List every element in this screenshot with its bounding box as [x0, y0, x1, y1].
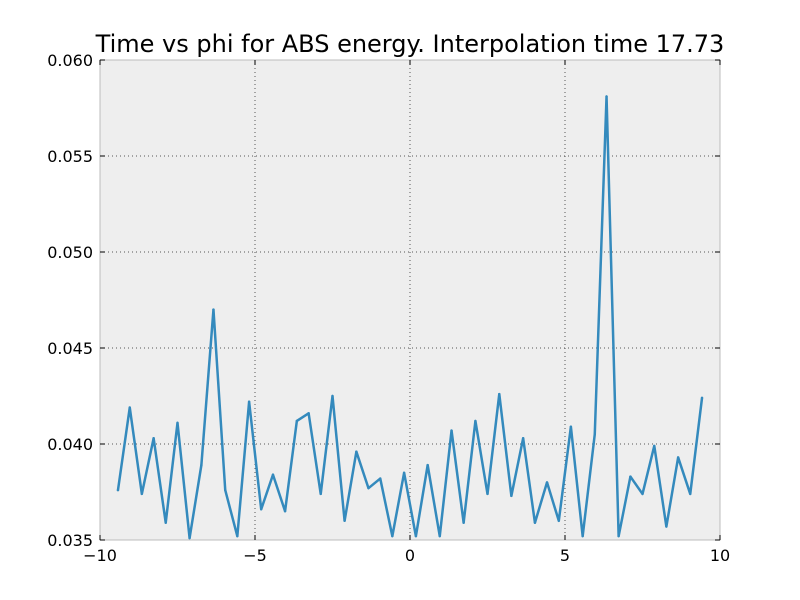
data-point — [462, 521, 465, 524]
data-point — [521, 437, 525, 440]
x-axis-tick-labels: −10 −5 0 5 10 — [83, 546, 730, 565]
data-point — [116, 488, 120, 492]
data-point — [391, 534, 394, 538]
data-point — [331, 394, 334, 398]
data-point — [260, 508, 263, 511]
y-tick-label: 0.045 — [47, 339, 93, 358]
data-point — [212, 308, 215, 311]
data-point — [152, 437, 155, 440]
data-point — [510, 494, 513, 498]
y-tick-label: 0.035 — [47, 531, 93, 550]
data-point — [164, 521, 167, 524]
data-point — [665, 525, 668, 528]
data-point — [379, 477, 382, 480]
data-point — [140, 492, 144, 496]
y-tick-label: 0.060 — [47, 51, 93, 70]
data-point — [295, 419, 299, 423]
data-point — [605, 95, 608, 98]
data-point — [557, 519, 560, 522]
data-point — [498, 392, 501, 396]
data-point — [402, 471, 406, 474]
data-point — [641, 492, 644, 496]
x-tick-label: −5 — [243, 546, 267, 565]
data-point — [236, 534, 239, 538]
data-point — [581, 534, 584, 538]
data-point — [188, 536, 191, 540]
data-point — [283, 510, 287, 513]
data-point — [176, 421, 179, 425]
data-point — [545, 481, 549, 484]
data-point — [247, 400, 251, 403]
data-series-line — [116, 95, 704, 540]
data-points — [116, 95, 704, 540]
data-point — [224, 488, 227, 492]
axis-ticks — [99, 59, 721, 541]
data-point — [689, 492, 692, 496]
data-point — [593, 433, 596, 436]
data-point — [343, 519, 346, 522]
y-axis-tick-labels: 0.035 0.040 0.045 0.050 0.055 0.060 — [47, 51, 93, 550]
data-point — [319, 492, 322, 496]
y-tick-label: 0.040 — [47, 435, 93, 454]
data-point — [617, 534, 620, 538]
data-point — [474, 419, 477, 423]
data-point — [533, 521, 537, 524]
x-tick-label: 10 — [710, 546, 730, 565]
x-tick-label: −10 — [83, 546, 117, 565]
data-point — [367, 486, 370, 490]
data-point — [450, 429, 453, 432]
data-point — [271, 473, 275, 476]
data-point — [307, 412, 310, 415]
data-point — [676, 456, 680, 459]
y-tick-label: 0.050 — [47, 243, 93, 262]
y-tick-label: 0.055 — [47, 147, 93, 166]
data-point — [128, 406, 131, 409]
data-point — [426, 463, 429, 467]
data-point — [700, 396, 704, 400]
data-point — [629, 475, 632, 478]
data-point — [653, 444, 656, 448]
data-point — [200, 463, 203, 467]
data-point — [438, 534, 441, 538]
data-point — [355, 450, 358, 453]
x-tick-label: 0 — [405, 546, 415, 565]
data-point — [414, 534, 418, 538]
data-point — [486, 492, 489, 496]
data-point — [569, 425, 573, 428]
chart-title: Time vs phi for ABS energy. Interpolatio… — [95, 30, 725, 58]
x-tick-label: 5 — [560, 546, 570, 565]
